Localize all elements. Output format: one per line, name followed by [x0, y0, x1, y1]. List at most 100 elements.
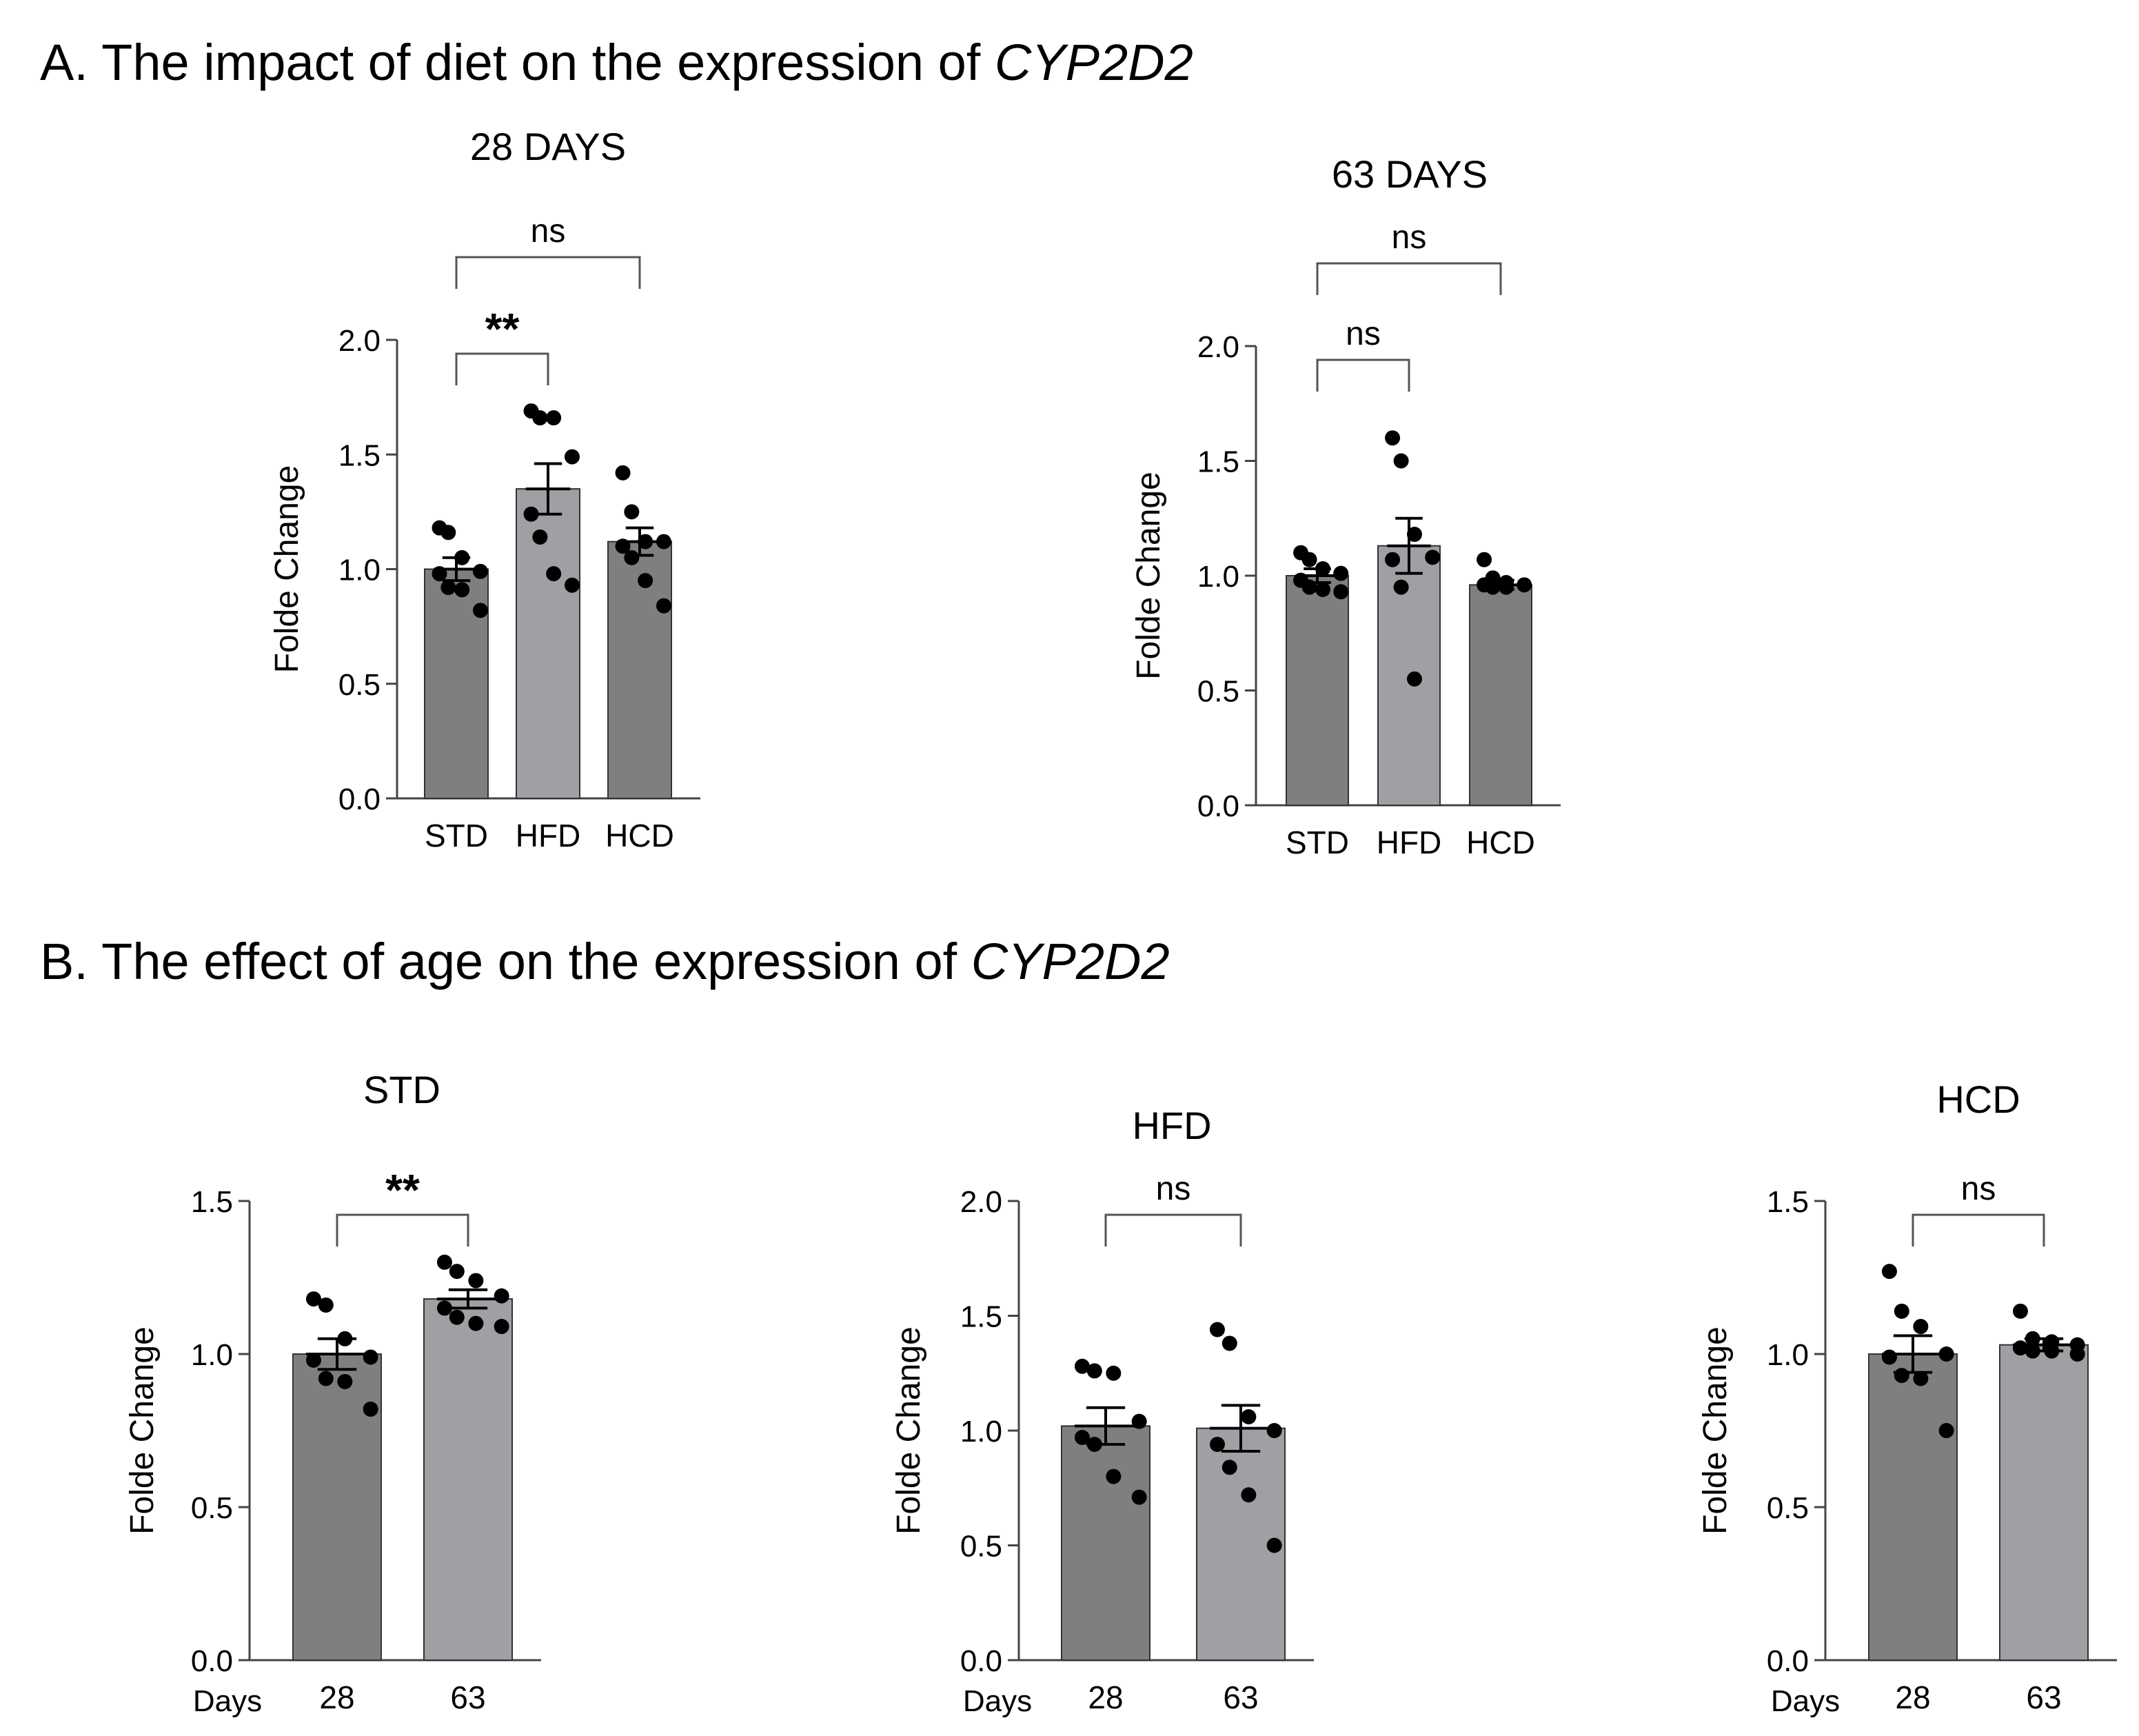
chart-b1-data-point: [363, 1401, 378, 1417]
chart-b3-data-point: [1938, 1346, 1954, 1362]
chart-b2-bar: [1061, 1425, 1150, 1662]
chart-b2-y-tick-label: 1.5: [960, 1300, 1002, 1334]
chart-b1-data-point: [449, 1264, 465, 1280]
chart-b1-y-tick-label: 0.0: [191, 1644, 233, 1678]
chart-a2-data-point: [1301, 579, 1317, 595]
chart-a1-data-point: [638, 573, 653, 589]
chart-b3-data-point: [1913, 1319, 1929, 1335]
chart-b2-data-point: [1074, 1429, 1090, 1445]
chart-b2-x-tick-label: 28: [1088, 1679, 1123, 1715]
chart-a1-bar: [516, 488, 580, 799]
chart-a2-y-label: Folde Change: [1131, 472, 1167, 680]
chart-b3-data-point: [2025, 1343, 2040, 1359]
chart-b2-data-point: [1241, 1487, 1257, 1503]
chart-b1-data-point: [494, 1288, 509, 1304]
section-b-gene: CYP2D2: [971, 933, 1170, 990]
chart-a1-data-point: [532, 410, 548, 426]
chart-b1-data-point: [363, 1349, 378, 1365]
chart-a1-data-point: [472, 603, 488, 618]
chart-a2-data-point: [1333, 565, 1349, 581]
chart-b1-data-point: [318, 1371, 334, 1386]
chart-b3-bar: [1999, 1344, 2089, 1662]
chart-b2-significance-label: ns: [1156, 1171, 1191, 1207]
chart-b2-x-tick-label: 63: [1223, 1679, 1258, 1715]
chart-a1-data-point: [472, 563, 488, 579]
chart-a1-y-tick-label: 0.5: [338, 668, 381, 702]
chart-a2-data-point: [1485, 579, 1501, 595]
chart-b1-x-tick-label: 63: [450, 1679, 485, 1715]
section-a-title: A. The impact of diet on the expression …: [40, 33, 1193, 92]
chart-b1-title: STD: [363, 1068, 440, 1111]
chart-a1-x-tick-label: STD: [425, 818, 488, 854]
chart-b3-y-tick-label: 1.5: [1767, 1185, 1809, 1219]
chart-a1-data-point: [523, 506, 539, 522]
chart-b2-data-point: [1131, 1489, 1147, 1505]
chart-a2-data-point: [1333, 584, 1349, 600]
chart-b2-data-point: [1106, 1365, 1122, 1381]
chart-a1-data-point: [624, 504, 640, 520]
chart-a1-data-point: [615, 465, 631, 481]
chart-b1-x-tick-label: 28: [319, 1679, 354, 1715]
chart-a2-title: 63 DAYS: [1332, 152, 1488, 196]
chart-a1-significance-bracket: [455, 256, 641, 289]
chart-b1-data-point: [494, 1319, 509, 1335]
chart-a2-bar: [1469, 584, 1532, 806]
chart-b2-y-label: Folde Change: [891, 1326, 927, 1535]
chart-b3-data-point: [1881, 1264, 1897, 1280]
chart-a2-significance-label: ns: [1346, 316, 1381, 352]
chart-b3-x-label: Days: [1771, 1684, 1840, 1718]
chart-a1-data-point: [532, 529, 548, 545]
section-b-label: B. The effect of age on the expression o…: [40, 933, 971, 990]
chart-a1-data-point: [454, 582, 470, 598]
chart-b3-significance-bracket: [1912, 1213, 2045, 1247]
chart-b2-y-tick-label: 1.0: [960, 1415, 1002, 1449]
chart-a1-y-label: Folde Change: [269, 465, 305, 674]
chart-b1-x-label: Days: [193, 1684, 262, 1718]
chart-a2-y-tick-label: 1.0: [1197, 560, 1239, 594]
chart-a1-x-tick-label: HCD: [605, 818, 674, 854]
chart-b2-data-point: [1241, 1409, 1257, 1425]
chart-b3-data-point: [2012, 1303, 2028, 1319]
chart-a1-data-point: [546, 410, 562, 426]
chart-b3-data-point: [1894, 1303, 1909, 1319]
chart-a2-data-point: [1393, 453, 1409, 469]
chart-b1-data-point: [318, 1297, 334, 1313]
chart-b2-data-point: [1221, 1335, 1237, 1351]
chart-a2-data-point: [1385, 430, 1401, 446]
chart-a2-bar: [1286, 575, 1349, 806]
chart-a2-x-tick-label: HCD: [1466, 825, 1535, 860]
chart-b1-data-point: [337, 1331, 353, 1346]
chart-a1-data-point: [564, 577, 580, 593]
chart-a2-significance-bracket: [1316, 359, 1410, 392]
section-b-title: B. The effect of age on the expression o…: [40, 932, 1170, 991]
chart-b1-y-tick-label: 1.0: [191, 1338, 233, 1372]
chart-a1-y-tick-label: 0.0: [338, 783, 381, 816]
chart-b2-y-tick-label: 0.5: [960, 1530, 1002, 1564]
chart-a2-x-tick-label: STD: [1286, 825, 1349, 860]
chart-b1-bar: [292, 1353, 382, 1661]
chart-b3-data-point: [2069, 1346, 2085, 1362]
chart-b2-data-point: [1086, 1436, 1102, 1452]
chart-b2-y-tick-label: 2.0: [960, 1185, 1002, 1219]
chart-b2-data-point: [1074, 1358, 1090, 1374]
chart-b1-data-point: [337, 1373, 353, 1389]
chart-a2-data-point: [1477, 552, 1492, 567]
chart-b2-data-point: [1131, 1413, 1147, 1429]
section-a-label: A. The impact of diet on the expression …: [40, 34, 995, 91]
chart-a1-significance-bracket: [455, 352, 549, 385]
chart-b1-significance-bracket: [336, 1213, 469, 1247]
chart-a1-significance-label: **: [485, 304, 520, 354]
chart-b2-data-point: [1106, 1468, 1122, 1484]
chart-b1-y-label: Folde Change: [124, 1326, 161, 1535]
chart-a2-data-point: [1301, 552, 1317, 567]
chart-b3-x-tick-label: 63: [2026, 1679, 2061, 1715]
chart-a1-data-point: [624, 549, 640, 565]
chart-a2-data-point: [1385, 552, 1401, 567]
chart-b1-data-point: [449, 1309, 465, 1325]
section-a-gene: CYP2D2: [994, 34, 1193, 91]
chart-b3-data-point: [1894, 1368, 1909, 1384]
chart-b2-data-point: [1266, 1537, 1282, 1553]
chart-b3-y-label: Folde Change: [1697, 1326, 1734, 1535]
chart-a2-y-tick-label: 0.5: [1197, 675, 1239, 709]
